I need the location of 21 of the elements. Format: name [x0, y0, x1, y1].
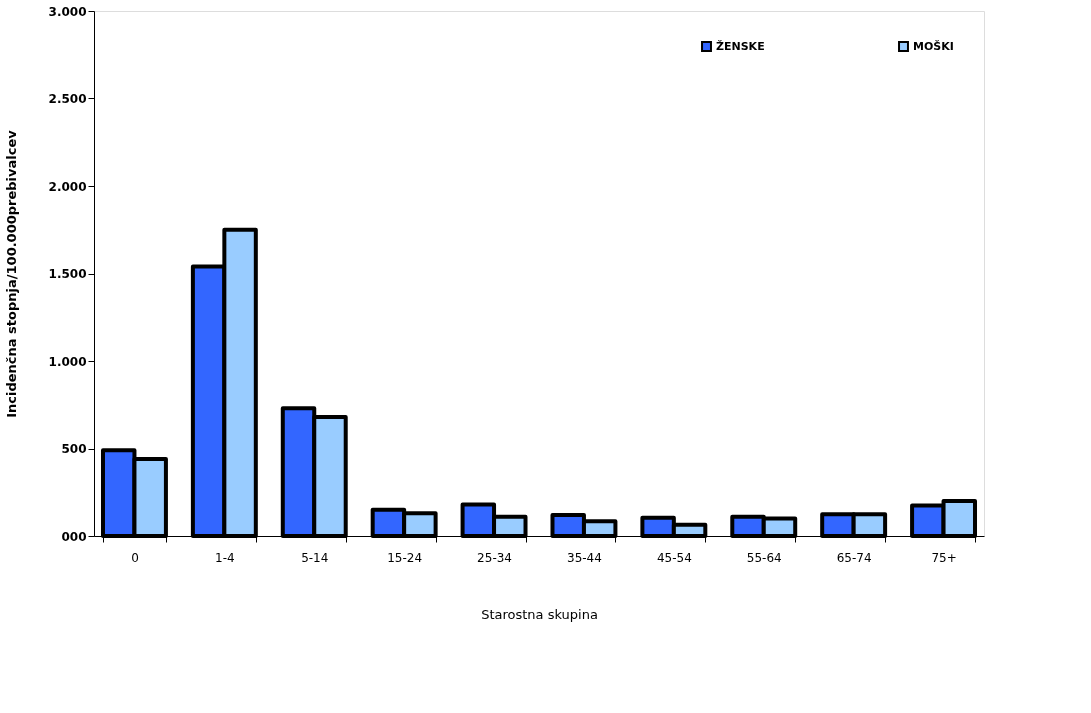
y-tick-label: 2.500 — [48, 92, 87, 106]
x-tick-label: 55-64 — [746, 550, 782, 565]
y-tick-label: 1.500 — [48, 267, 87, 281]
y-tick-label: 500 — [61, 442, 87, 456]
x-tick-label: 65-74 — [836, 550, 872, 565]
x-tick-label: 75+ — [931, 550, 957, 565]
legend-label: MOŠKI — [913, 39, 954, 53]
x-tick-label: 15-24 — [387, 550, 423, 565]
y-tick-label: 1.000 — [48, 354, 87, 369]
x-axis-title: Starostna skupina — [481, 606, 598, 622]
y-tick-label: 3.000 — [48, 4, 87, 19]
x-tick-label: 5-14 — [301, 550, 329, 565]
x-tick-label: 0 — [131, 550, 139, 565]
x-tick-label: 45-54 — [656, 550, 692, 565]
legend-label: ŽENSKE — [716, 39, 765, 53]
x-tick-label: 35-44 — [567, 550, 602, 565]
x-tick-label: 1-4 — [215, 550, 235, 565]
y-axis-title: Incidenčna stopnja/100.000prebivalcev — [3, 129, 19, 418]
y-tick-label: 2.000 — [48, 179, 87, 194]
y-tick-label: 000 — [61, 529, 87, 544]
x-tick-label: 25-34 — [477, 550, 512, 565]
